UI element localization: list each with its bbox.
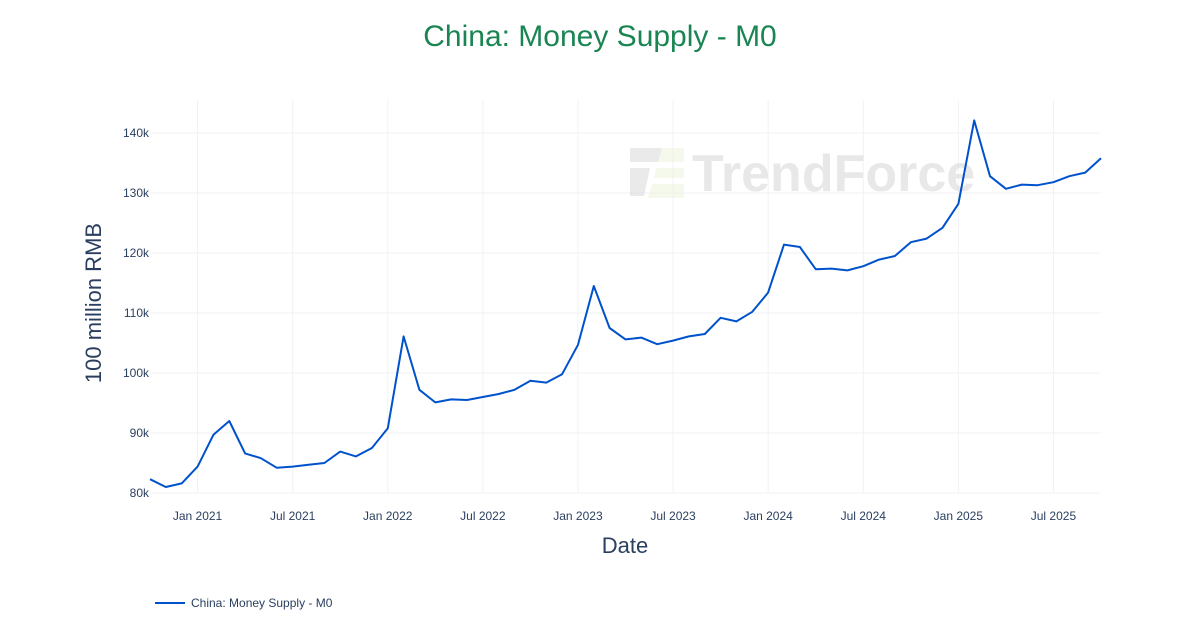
data-line (149, 119, 1102, 488)
y-axis-title: 100 million RMB (81, 223, 106, 383)
x-axis-title: Date (602, 533, 648, 558)
svg-text:Jan 2025: Jan 2025 (934, 509, 984, 523)
legend-label: China: Money Supply - M0 (191, 596, 333, 610)
svg-text:90k: 90k (130, 426, 150, 440)
y-axis: 80k 90k 100k 110k 120k 130k 140k (123, 126, 150, 500)
svg-text:Jan 2021: Jan 2021 (173, 509, 223, 523)
chart-title: China: Money Supply - M0 (423, 20, 777, 53)
svg-text:Jul 2023: Jul 2023 (650, 509, 696, 523)
svg-text:100k: 100k (123, 366, 150, 380)
x-axis: Jan 2021 Jul 2021 Jan 2022 Jul 2022 Jan 2023… (173, 509, 1077, 523)
svg-text:Jul 2021: Jul 2021 (270, 509, 316, 523)
legend-line-swatch (155, 602, 185, 604)
svg-text:110k: 110k (124, 306, 150, 320)
svg-text:Jan 2024: Jan 2024 (743, 509, 793, 523)
svg-text:Jul 2024: Jul 2024 (841, 509, 887, 523)
svg-text:Jan 2022: Jan 2022 (363, 509, 413, 523)
svg-text:80k: 80k (130, 486, 150, 500)
svg-text:120k: 120k (123, 246, 150, 260)
svg-text:TrendForce: TrendForce (692, 145, 975, 203)
svg-text:Jul 2022: Jul 2022 (460, 509, 506, 523)
legend[interactable]: China: Money Supply - M0 (155, 596, 332, 610)
svg-text:130k: 130k (123, 186, 150, 200)
trendforce-watermark: TrendForce (630, 145, 975, 203)
svg-text:Jul 2025: Jul 2025 (1031, 509, 1077, 523)
gridlines (150, 100, 1100, 494)
svg-text:Jan 2023: Jan 2023 (553, 509, 603, 523)
svg-text:140k: 140k (123, 126, 150, 140)
